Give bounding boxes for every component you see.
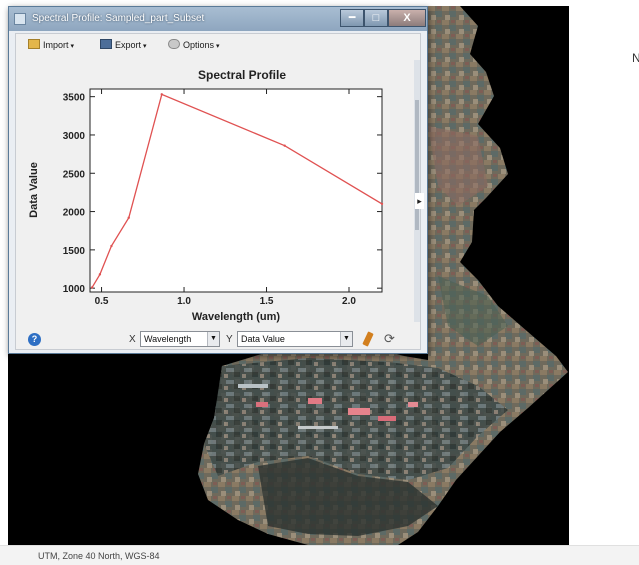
plot-scrollbar[interactable]: [414, 60, 420, 322]
side-panel-text: N: [632, 51, 639, 65]
window-client: Import ▾ Export ▾ Options ▾ Spectral Profil…: [15, 33, 421, 350]
data-point: [90, 286, 94, 289]
plot-area: [89, 88, 383, 293]
projection-status: UTM, Zone 40 North, WGS-84: [38, 551, 160, 561]
maximize-button[interactable]: □: [364, 9, 388, 27]
x-axis-select-value: Wavelength: [144, 334, 192, 344]
x-axis-select[interactable]: Wavelength ▼: [140, 331, 220, 347]
import-menu[interactable]: Import ▾: [28, 39, 74, 53]
import-label: Import: [43, 40, 69, 50]
window-title: Spectral Profile: Sampled_part_Subset: [32, 13, 205, 24]
export-label: Export: [115, 40, 142, 50]
data-point: [160, 93, 163, 96]
pencil-icon[interactable]: [362, 331, 374, 347]
y-tick-label: 2500: [63, 169, 86, 180]
export-caret-icon: ▾: [143, 43, 147, 50]
y-tick-label: 1500: [63, 246, 86, 257]
y-axis-label: Data Value: [28, 162, 40, 218]
spectral-profile-window[interactable]: Spectral Profile: Sampled_part_Subset ━ …: [8, 6, 428, 354]
y-axis-selector-label: Y: [226, 334, 233, 345]
x-tick-label: 0.5: [95, 296, 109, 307]
toolbar: Import ▾ Export ▾ Options ▾: [16, 34, 420, 56]
close-button[interactable]: X: [388, 9, 426, 27]
data-point: [98, 273, 102, 276]
save-icon: [100, 39, 112, 49]
minimize-button[interactable]: ━: [340, 9, 364, 27]
export-menu[interactable]: Export ▾: [100, 39, 147, 53]
side-panel: N: [569, 6, 639, 545]
y-tick-label: 2000: [63, 208, 86, 219]
x-tick-label: 2.0: [342, 296, 356, 307]
data-point: [110, 244, 113, 248]
spectral-profile-chart[interactable]: Spectral Profile 0.5 1.0 1.5 2.0 1000 1500 200…: [16, 56, 412, 326]
axis-ticks: [90, 89, 382, 292]
options-icon: [168, 39, 180, 49]
chart-title: Spectral Profile: [198, 68, 286, 82]
data-point: [127, 216, 130, 219]
y-tick-label: 3000: [63, 131, 86, 142]
y-tick-label: 3500: [63, 93, 86, 104]
refresh-icon[interactable]: ⟳: [384, 331, 395, 346]
folder-icon: [28, 39, 40, 49]
help-icon[interactable]: ?: [28, 333, 41, 346]
options-menu[interactable]: Options ▾: [168, 39, 220, 53]
y-axis-select[interactable]: Data Value ▼: [237, 331, 353, 347]
x-axis-label: Wavelength (um): [192, 311, 281, 323]
series-vertices: [90, 93, 384, 289]
x-tick-label: 1.5: [260, 296, 274, 307]
chevron-down-icon: ▼: [207, 332, 219, 346]
window-titlebar[interactable]: Spectral Profile: Sampled_part_Subset ━ …: [9, 7, 427, 31]
expand-arrow-icon[interactable]: ▸: [415, 193, 424, 209]
tick-labels: 0.5 1.0 1.5 2.0 1000 1500 2000 2500 3000 3500: [63, 93, 357, 307]
options-label: Options: [183, 40, 215, 50]
axis-controls-bar: ? X Wavelength ▼ Y Data Value ▼ ⟳: [16, 326, 420, 350]
scrollbar-thumb[interactable]: [415, 100, 419, 230]
x-tick-label: 1.0: [177, 296, 191, 307]
y-axis-select-value: Data Value: [241, 334, 285, 344]
x-axis-selector-label: X: [129, 334, 136, 345]
data-point: [283, 144, 286, 147]
app-icon: [14, 13, 26, 25]
import-caret-icon: ▾: [70, 43, 75, 50]
data-point: [380, 202, 384, 206]
satellite-image: [198, 6, 568, 545]
chevron-down-icon: ▼: [340, 332, 352, 346]
options-caret-icon: ▾: [216, 43, 220, 50]
status-bar: UTM, Zone 40 North, WGS-84: [0, 545, 639, 565]
y-tick-label: 1000: [63, 284, 86, 295]
